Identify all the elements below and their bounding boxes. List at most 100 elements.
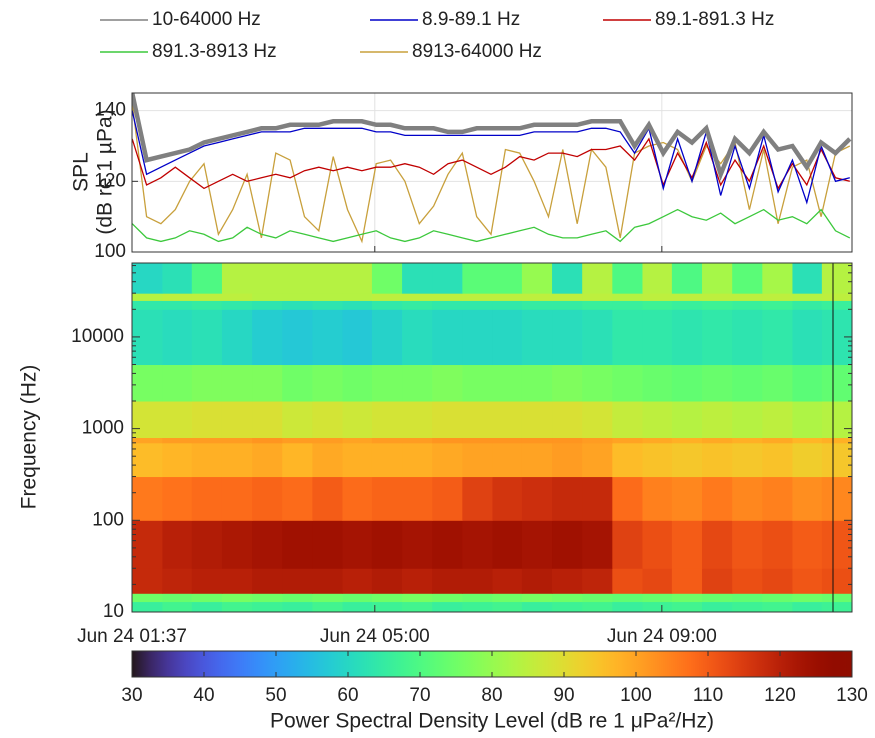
heat-cell [282,364,313,402]
heat-cell [702,309,733,366]
heat-cell [612,263,643,294]
heat-cell [132,364,163,402]
heat-cell [792,601,823,613]
y-axis-label: SPL [70,152,93,192]
heat-cell [132,601,163,613]
heat-cell [732,437,763,444]
y-tick-label: 10000 [71,326,124,347]
heat-cell [371,401,403,438]
heat-cell [402,568,433,594]
heat-cell [312,520,343,569]
colorbar-tick-label: 70 [409,685,430,706]
heat-cell [282,437,313,444]
colorbar-tick-label: 110 [693,685,723,706]
heat-cell [521,601,553,613]
heat-cell [552,401,583,438]
colorbar-label: Power Spectral Density Level (dB re 1 μP… [270,710,714,733]
heat-cell [612,309,643,366]
heat-cell [371,476,403,521]
heat-cell [732,401,763,438]
heat-cell [492,593,523,603]
heat-cell [371,300,403,310]
heat-cell [521,263,553,294]
heat-cell [312,364,343,402]
heat-cell [132,263,163,294]
series-line [132,110,850,205]
heat-cell [792,263,823,294]
heat-cell [582,401,613,438]
heat-cell [342,437,373,444]
heat-cell [792,442,823,478]
heat-cell [492,364,523,402]
heat-cell [221,520,253,569]
heat-cell [282,263,313,294]
heat-cell [162,520,193,569]
heat-cell [762,364,793,402]
heat-cell [462,442,493,478]
heat-cell [642,568,673,594]
heat-cell [221,601,253,613]
heat-cell [732,300,763,310]
heat-cell [342,364,373,402]
heat-cell [462,293,493,301]
heat-cell [371,309,403,366]
heat-cell [642,437,673,444]
heat-cell [462,364,493,402]
heat-cell [282,476,313,521]
heat-cell [792,293,823,301]
heat-cell [282,309,313,366]
heat-cell [162,437,193,444]
heat-cell [432,300,463,310]
heat-cell [702,364,733,402]
heat-cell [671,593,703,603]
heat-cell [312,293,343,301]
heat-cell [762,300,793,310]
heat-cell [671,568,703,594]
heat-cell [732,601,763,613]
heat-cell [252,300,283,310]
y-tick-label: 100 [94,241,126,262]
heat-cell [252,263,283,294]
heat-cell [132,568,163,594]
heat-cell [191,300,223,310]
heat-cell [191,309,223,366]
heat-cell [191,442,223,478]
heat-cell [552,364,583,402]
heat-cell [162,263,193,294]
heat-cell [162,476,193,521]
heat-cell [462,476,493,521]
heat-cell [371,568,403,594]
heat-cell [371,520,403,569]
heat-cell [612,442,643,478]
heat-cell [492,293,523,301]
heat-cell [582,293,613,301]
heat-cell [642,364,673,402]
heat-cell [582,442,613,478]
heat-cell [432,593,463,603]
heat-cell [702,293,733,301]
heat-cell [432,442,463,478]
heat-cell [732,293,763,301]
heat-cell [671,293,703,301]
heat-cell [191,476,223,521]
heat-cell [371,263,403,294]
heat-cell [252,520,283,569]
heat-cell [492,601,523,613]
heat-cell [521,568,553,594]
heat-cell [521,442,553,478]
heat-cell [492,300,523,310]
heat-cell [162,601,193,613]
colorbar-tick-label: 40 [193,685,214,706]
heat-cell [132,437,163,444]
heat-cell [702,593,733,603]
heat-cell [371,364,403,402]
heat-cell [521,593,553,603]
heat-cell [671,520,703,569]
heat-cell [492,520,523,569]
heat-cell [221,364,253,402]
heat-cell [162,442,193,478]
heat-cell [462,437,493,444]
heat-cell [582,364,613,402]
heat-cell [402,476,433,521]
